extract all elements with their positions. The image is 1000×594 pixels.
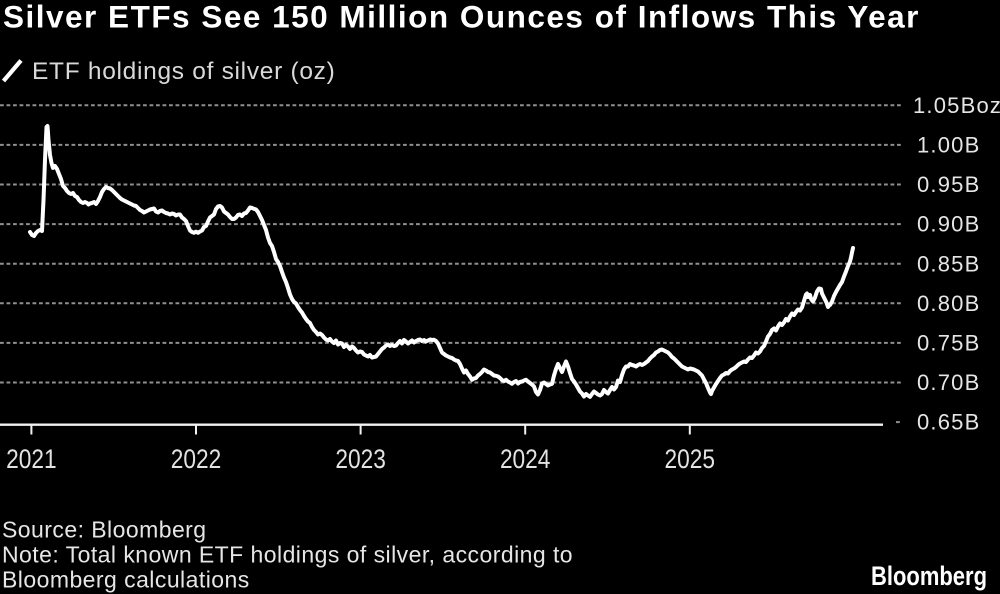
svg-text:1.00B: 1.00B bbox=[917, 133, 981, 158]
svg-text:0.95B: 0.95B bbox=[917, 172, 981, 197]
svg-text:0.80B: 0.80B bbox=[917, 291, 981, 316]
svg-text:0.75B: 0.75B bbox=[917, 331, 981, 356]
svg-text:Note: Total known ETF holdings: Note: Total known ETF holdings of silver… bbox=[2, 542, 573, 568]
svg-text:Bloomberg calculations: Bloomberg calculations bbox=[2, 567, 250, 593]
svg-text:Source: Bloomberg: Source: Bloomberg bbox=[2, 517, 207, 543]
svg-text:0.85B: 0.85B bbox=[917, 251, 981, 276]
svg-text:2024: 2024 bbox=[500, 444, 551, 474]
svg-text:Bloomberg: Bloomberg bbox=[871, 561, 987, 591]
svg-text:2023: 2023 bbox=[335, 444, 386, 474]
svg-text:0.90B: 0.90B bbox=[917, 212, 981, 237]
svg-text:2022: 2022 bbox=[171, 444, 222, 474]
svg-text:2021: 2021 bbox=[6, 444, 57, 474]
svg-text:ETF holdings of silver (oz): ETF holdings of silver (oz) bbox=[32, 58, 335, 85]
svg-text:1.05Boz: 1.05Boz bbox=[913, 93, 1000, 118]
svg-text:0.70B: 0.70B bbox=[917, 370, 981, 395]
svg-text:2025: 2025 bbox=[665, 444, 716, 474]
svg-text:Silver ETFs See 150 Million Ou: Silver ETFs See 150 Million Ounces of In… bbox=[3, 0, 920, 35]
svg-text:0.65B: 0.65B bbox=[917, 410, 981, 435]
